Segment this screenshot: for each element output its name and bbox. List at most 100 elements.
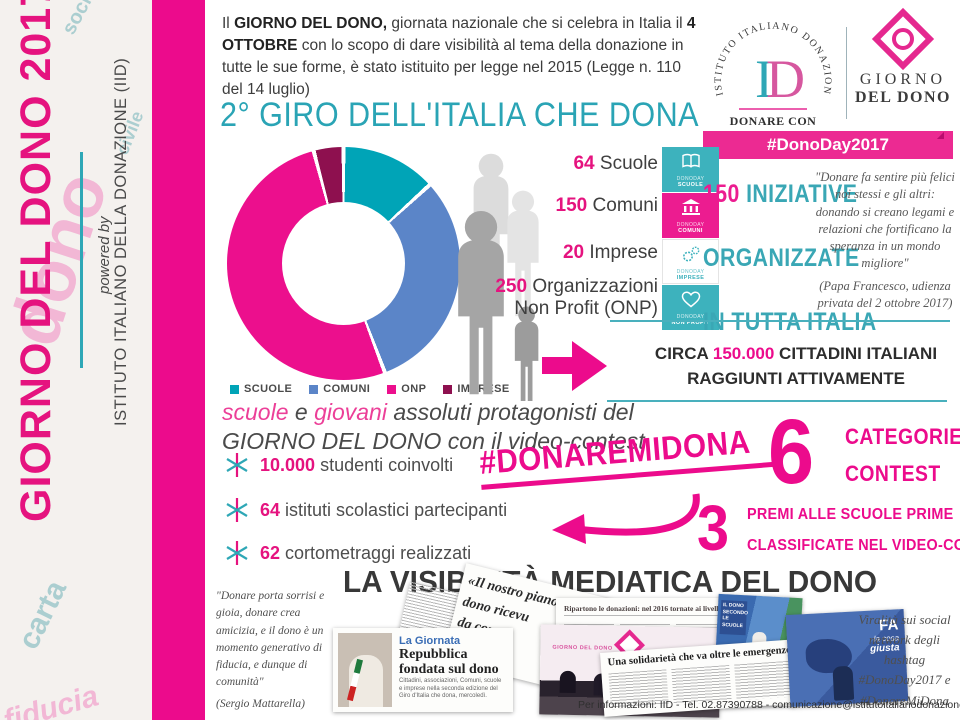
- three-number: 3: [697, 492, 730, 564]
- three-label: PREMI ALLE SCUOLE PRIME CLASSIFICATE NEL…: [747, 506, 960, 568]
- stat-onp: 250 Organizzazioni Non Profit (ONP): [495, 276, 658, 320]
- bullet-number: 10.000: [260, 454, 316, 475]
- bullet-text: 64 istituti scolastici partecipanti: [260, 500, 507, 521]
- svg-text:I: I: [755, 49, 773, 109]
- iid-monogram-icon: ISTITUTO ITALIANO DONAZIONE I D: [699, 1, 831, 109]
- six-number: 6: [768, 401, 815, 503]
- book-icon: [681, 153, 700, 168]
- curved-arrow-icon: [552, 493, 700, 544]
- newspaper-clip-la-giornata: La Giornata Repubblica fondata sul dono …: [333, 628, 513, 712]
- watermark-word: sociale: [58, 0, 110, 39]
- circa-text: CIRCA: [654, 344, 713, 363]
- bullet-label: istituti scolastici partecipanti: [280, 499, 508, 520]
- circa-number: 150.000: [712, 344, 775, 363]
- logo-underline: [739, 108, 807, 110]
- circa-line2: RAGGIUNTI ATTIVAMENTE: [687, 368, 905, 388]
- highlight-scuole: scuole: [222, 399, 289, 425]
- tile-line1: DONODAY: [676, 314, 705, 320]
- bullet-label: cortometraggi realizzati: [280, 542, 472, 563]
- donoday-hashtag-banner: #DonoDay2017: [703, 131, 953, 159]
- event-title-vertical: GIORNO DEL DONO 2017: [12, 0, 60, 522]
- legend-item: COMUNI: [309, 383, 370, 395]
- stat-label: Imprese: [584, 242, 658, 263]
- iniziative-number: 150: [703, 180, 740, 208]
- stat-label: Scuole: [594, 153, 658, 174]
- stat-scuole: 64 Scuole: [573, 153, 658, 175]
- iid-logo-card: ISTITUTO ITALIANO DONAZIONE I D DONARE C…: [699, 1, 953, 159]
- intro-rest: assoluti protagonisti del: [386, 399, 634, 425]
- iniziative-text: INIZIATIVE: [739, 180, 858, 208]
- bullet-istituti: 64 istituti scolastici partecipanti: [224, 497, 507, 523]
- watermark-word: fiducia: [0, 679, 103, 720]
- legend-swatch: [387, 384, 397, 394]
- intro-bold-date: 4 OTTOBRE: [222, 15, 696, 54]
- tile-line1: DONODAY: [676, 222, 705, 228]
- donut-hole: [282, 202, 405, 325]
- stat-comuni: 150 Comuni: [556, 195, 658, 217]
- diamond-logo-icon: [871, 7, 935, 71]
- tile-line1: DONODAY: [676, 269, 705, 275]
- page-title: 2° GIRO DELL'ITALIA CHE DONA: [220, 96, 700, 134]
- pink-arrow-icon: [542, 357, 574, 374]
- iniziative-line3: IN TUTTA ITALIA: [703, 308, 877, 336]
- bullet-number: 62: [260, 542, 281, 563]
- watermark-word: carta: [12, 575, 74, 655]
- tile-line2: IMPRESE: [676, 275, 705, 281]
- quote-attribution: (Sergio Mattarella): [216, 697, 305, 710]
- three-label-line1: PREMI ALLE SCUOLE PRIME: [747, 506, 954, 523]
- bullet-label: studenti coinvolti: [315, 454, 454, 475]
- tile-line2: NON PROFIT: [671, 320, 710, 326]
- pink-arrow-head: [572, 341, 607, 391]
- town-hall-icon: [681, 199, 700, 215]
- stat-imprese: 20 Imprese: [563, 242, 658, 264]
- quote-text: "Donare porta sorrisi e gioia, donare cr…: [216, 590, 325, 689]
- donoday-tiles: DONODAY SCUOLE DONODAY COMUNI DONODAY IM…: [662, 147, 719, 331]
- six-label-line1: CATEGORIE: [845, 424, 960, 449]
- powered-by-label: powered by: [96, 216, 113, 294]
- stat-label2: Non Profit (ONP): [514, 298, 658, 319]
- donut-chart: [227, 147, 460, 380]
- papa-francesco-quote: "Donare fa sentire più felici noi stessi…: [813, 169, 957, 312]
- intro-join: e: [288, 399, 315, 425]
- intro-bold-giorno: GIORNO DEL DONO,: [234, 15, 388, 32]
- bullet-text: 10.000 studenti coinvolti: [260, 455, 453, 476]
- legend-swatch: [309, 384, 319, 394]
- clip-kicker: La Giornata: [399, 635, 461, 647]
- star-bullet-icon: [226, 453, 248, 477]
- iniziative-block: 150 INIZIATIVE ORGANIZZATE IN TUTTA ITAL…: [703, 180, 877, 372]
- logo-divider: [846, 27, 847, 119]
- bullet-cortometraggi: 62 cortometraggi realizzati: [224, 540, 471, 566]
- stat-number: 64: [573, 153, 595, 174]
- legend-item: SCUOLE: [230, 383, 292, 395]
- stat-number: 150: [555, 195, 588, 216]
- organization-name-vertical: ISTITUTO ITALIANO DELLA DONAZIONE (IID): [112, 57, 130, 426]
- quote-attribution: (Papa Francesco, udienza privata del 2 o…: [817, 278, 953, 310]
- clip-body: Cittadini, associazioni, Comuni, scuole …: [399, 678, 502, 699]
- stat-number: 20: [562, 242, 585, 263]
- intro-text: Il: [222, 15, 235, 32]
- tv-panel-caption: IL DONO SECONDO LE SCUOLE: [719, 599, 748, 636]
- iniziative-line1: 150 INIZIATIVE: [703, 180, 857, 209]
- tile-comuni: DONODAY COMUNI: [662, 193, 719, 238]
- video-contest-intro: scuole e giovani assoluti protagonisti d…: [222, 398, 645, 456]
- legend-item: ONP: [387, 383, 426, 395]
- giorno-del-dono-logo: GIORNO DEL DONO: [853, 7, 953, 107]
- intro-text: giornata nazionale che si celebra in Ita…: [387, 15, 687, 32]
- circa-statement: CIRCA 150.000 CITTADINI ITALIANI RAGGIUN…: [640, 342, 952, 391]
- magenta-accent-bar: [152, 0, 205, 720]
- heart-icon: [681, 291, 700, 308]
- tile-scuole: DONODAY SCUOLE: [662, 147, 719, 192]
- tile-line1: DONODAY: [676, 176, 705, 182]
- quote-text: "Donare fa sentire più felici noi stessi…: [815, 170, 955, 271]
- intro-text: con lo scopo di dare visibilità al tema …: [222, 37, 684, 98]
- clip-headline: Repubblica fondata sul dono: [399, 647, 499, 677]
- stat-number: 250: [495, 276, 528, 297]
- stat-label: Comuni: [587, 195, 658, 216]
- stage-caption: GIORNO DEL DONO: [552, 644, 613, 652]
- bullet-text: 62 cortometraggi realizzati: [260, 543, 471, 564]
- gears-icon: [682, 246, 699, 262]
- sidebar-divider-line: [80, 152, 83, 368]
- iid-logo: ISTITUTO ITALIANO DONAZIONE I D DONARE C…: [699, 1, 843, 143]
- tile-line2: SCUOLE: [677, 182, 704, 188]
